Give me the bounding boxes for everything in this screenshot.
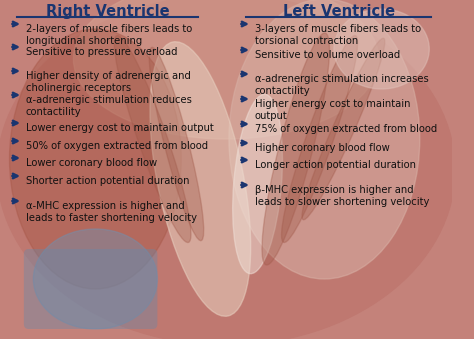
Text: Higher energy cost to maintain
output: Higher energy cost to maintain output (255, 99, 410, 121)
Text: Sensitive to volume overload: Sensitive to volume overload (255, 50, 400, 60)
FancyBboxPatch shape (24, 249, 157, 329)
Ellipse shape (282, 36, 357, 242)
Text: Sensitive to pressure overload: Sensitive to pressure overload (26, 47, 177, 57)
Ellipse shape (302, 38, 385, 220)
Text: Longer action potential duration: Longer action potential duration (255, 160, 416, 170)
Text: β-MHC expression is higher and
leads to slower shortening velocity: β-MHC expression is higher and leads to … (255, 185, 429, 207)
Text: α-adrenergic stimulation reduces
contactility: α-adrenergic stimulation reduces contact… (26, 95, 191, 117)
Text: Higher coronary blood flow: Higher coronary blood flow (255, 143, 390, 153)
Text: α-MHC expression is higher and
leads to faster shortening velocity: α-MHC expression is higher and leads to … (26, 201, 197, 223)
Ellipse shape (229, 0, 420, 279)
Ellipse shape (9, 29, 181, 289)
Text: Lower coronary blood flow: Lower coronary blood flow (26, 158, 157, 168)
Ellipse shape (149, 47, 204, 241)
Text: 3-layers of muscle fibers leads to
torsional contraction: 3-layers of muscle fibers leads to torsi… (255, 24, 421, 46)
Ellipse shape (114, 36, 191, 242)
Ellipse shape (0, 0, 455, 339)
Ellipse shape (150, 42, 251, 316)
Ellipse shape (262, 33, 329, 265)
Text: Right Ventricle: Right Ventricle (46, 4, 170, 19)
Text: 75% of oxygen extracted from blood: 75% of oxygen extracted from blood (255, 124, 437, 134)
Text: α-adrenergic stimulation increases
contactility: α-adrenergic stimulation increases conta… (255, 74, 428, 96)
Ellipse shape (334, 9, 429, 89)
Ellipse shape (73, 0, 379, 139)
Ellipse shape (33, 229, 157, 329)
Text: Left Ventricle: Left Ventricle (283, 4, 395, 19)
Text: 50% of oxygen extracted from blood: 50% of oxygen extracted from blood (26, 141, 208, 151)
Text: 2-layers of muscle fibers leads to
longitudinal shortening: 2-layers of muscle fibers leads to longi… (26, 24, 192, 46)
Text: Lower energy cost to maintain output: Lower energy cost to maintain output (26, 123, 213, 133)
Ellipse shape (233, 94, 283, 274)
Text: Higher density of adrenergic and
cholinergic receptors: Higher density of adrenergic and choline… (26, 71, 191, 93)
Text: Shorter action potential duration: Shorter action potential duration (26, 176, 189, 186)
